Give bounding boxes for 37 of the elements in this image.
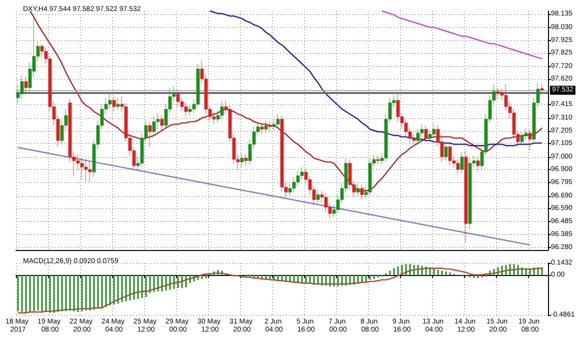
candlestick bbox=[368, 158, 372, 195]
candlestick bbox=[24, 76, 28, 94]
candlestick bbox=[520, 132, 524, 146]
candlestick bbox=[268, 121, 272, 132]
candlestick bbox=[540, 84, 544, 92]
candlestick bbox=[424, 125, 428, 142]
candlestick bbox=[496, 88, 500, 100]
candlestick bbox=[460, 152, 464, 174]
candlestick bbox=[456, 159, 460, 175]
candlestick bbox=[80, 158, 84, 180]
candlestick bbox=[376, 155, 380, 165]
candlestick bbox=[112, 96, 116, 112]
candlestick bbox=[528, 129, 532, 151]
candlestick bbox=[444, 142, 448, 161]
candlestick bbox=[160, 115, 164, 132]
line-series bbox=[381, 10, 543, 60]
line-series bbox=[209, 10, 543, 146]
candlestick bbox=[152, 116, 156, 136]
candlestick bbox=[220, 101, 224, 120]
candlestick bbox=[356, 183, 360, 196]
candlestick bbox=[260, 122, 264, 134]
line-series bbox=[29, 10, 543, 192]
candlestick bbox=[360, 184, 364, 200]
candlestick bbox=[84, 159, 88, 182]
candlestick bbox=[316, 189, 320, 204]
candlestick bbox=[264, 120, 268, 134]
candlestick bbox=[244, 154, 248, 166]
candlestick bbox=[476, 156, 480, 171]
candlestick bbox=[432, 124, 436, 138]
candlestick bbox=[468, 158, 472, 230]
candlestick bbox=[276, 114, 280, 128]
candlestick bbox=[88, 162, 92, 182]
line-series bbox=[17, 268, 543, 314]
candlestick bbox=[116, 98, 120, 111]
candlestick bbox=[240, 152, 244, 168]
candlestick bbox=[148, 121, 152, 148]
candlestick bbox=[448, 142, 452, 166]
